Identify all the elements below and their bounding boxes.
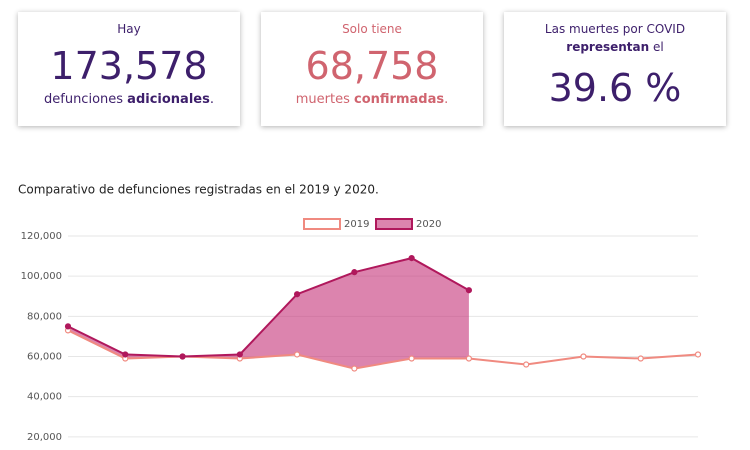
card-bottom: defunciones adicionales. (18, 92, 240, 107)
point (408, 254, 415, 262)
text: Las muertes por COVID (544, 22, 686, 36)
text: defunciones (44, 92, 128, 107)
text: muertes (295, 92, 355, 107)
point (580, 353, 587, 360)
legend-swatch (303, 218, 341, 230)
point (408, 355, 415, 362)
point (64, 323, 72, 330)
point (465, 287, 473, 294)
card: Solo tiene 68,758 muertes confirmadas. (261, 12, 483, 126)
card-top: Hay (117, 22, 141, 36)
point (179, 353, 186, 360)
y-tick-label: 100,000 (21, 271, 62, 282)
legend-swatch (375, 218, 413, 230)
text: confirmadas (354, 92, 445, 107)
card: Las muertes por COVID representan el 39.6… (504, 12, 726, 126)
chart-title: Comparativo de defunciones registradas e… (18, 183, 379, 197)
y-tick-label: 20,000 (27, 432, 62, 443)
line (67, 257, 470, 358)
area-fill (68, 258, 469, 369)
text: . (209, 92, 214, 107)
card-number: 39.6 % (548, 66, 682, 110)
text: representan (566, 40, 650, 54)
point (637, 355, 644, 362)
card-top: Solo tiene (342, 22, 402, 36)
y-tick-label: 120,000 (21, 231, 62, 242)
y-tick-label: 60,000 (27, 352, 62, 363)
card-bottom: muertes confirmadas. (261, 92, 483, 107)
point (694, 351, 702, 358)
point (465, 355, 473, 362)
point (122, 351, 129, 358)
y-tick-label: 80,000 (27, 311, 62, 322)
point (523, 361, 530, 368)
card-number: 173,578 (50, 44, 208, 88)
y-tick-label: 40,000 (27, 392, 62, 403)
text: el (649, 40, 664, 54)
card-top: Las muertes por COVID representan el (504, 20, 726, 56)
text: . (444, 92, 449, 107)
legend-label: 2020 (416, 219, 441, 230)
point (351, 269, 358, 276)
card-number: 68,758 (305, 44, 439, 88)
point (236, 351, 243, 358)
card: Hay 173,578 defunciones adicionales. (18, 12, 240, 126)
point (351, 365, 358, 372)
legend-label: 2019 (344, 219, 369, 230)
point (293, 351, 301, 358)
text: adicionales (127, 92, 210, 107)
point (293, 291, 301, 298)
